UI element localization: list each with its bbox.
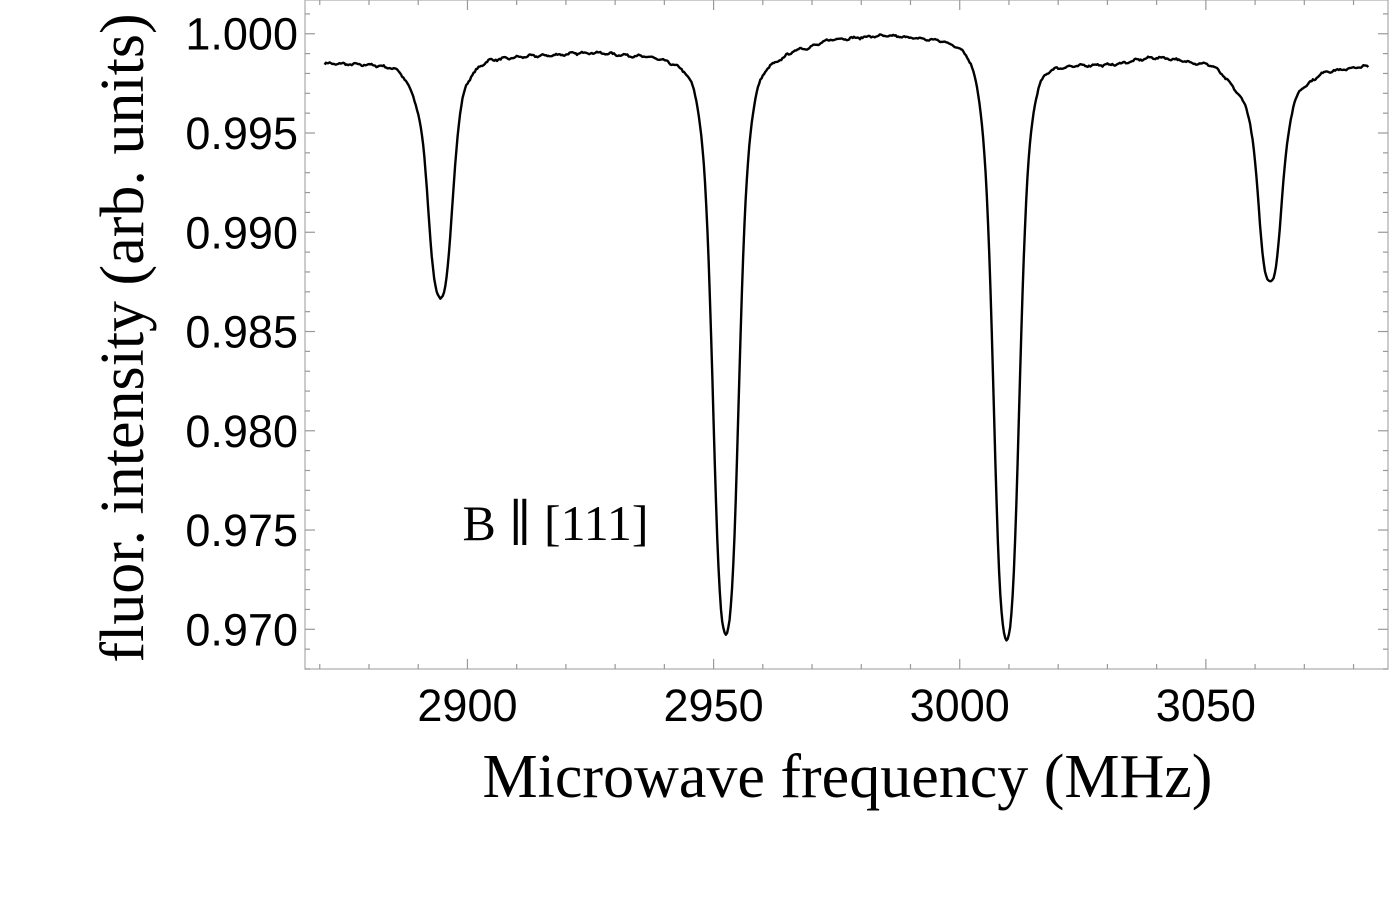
y-tick-label: 0.995 xyxy=(185,108,298,159)
x-axis-title: Microwave frequency (MHz) xyxy=(483,743,1213,811)
y-tick-label: 0.970 xyxy=(185,604,298,655)
plot-frame xyxy=(304,0,1389,670)
y-tick-label: 0.980 xyxy=(185,406,298,457)
field-orientation-annotation: B ∥ [111] xyxy=(463,495,649,551)
x-tick-label: 2900 xyxy=(417,680,517,731)
y-tick-label: 1.000 xyxy=(185,9,298,60)
x-tick-labels: 2900 2950 3000 3050 xyxy=(417,680,1256,731)
y-ticks xyxy=(305,13,1388,670)
x-tick-label: 3050 xyxy=(1156,680,1256,731)
y-axis-title: fluor. intensity (arb. units) xyxy=(89,13,157,662)
y-tick-label: 0.975 xyxy=(185,505,298,556)
x-ticks xyxy=(319,0,1355,669)
x-tick-label: 3000 xyxy=(910,680,1010,731)
y-tick-labels: 0.970 0.975 0.980 0.985 0.990 0.995 1.000 xyxy=(185,9,298,656)
y-tick-label: 0.990 xyxy=(185,207,298,258)
x-tick-label: 2950 xyxy=(664,680,764,731)
spectrum-series-line xyxy=(323,33,1370,642)
y-tick-label: 0.985 xyxy=(185,307,298,358)
